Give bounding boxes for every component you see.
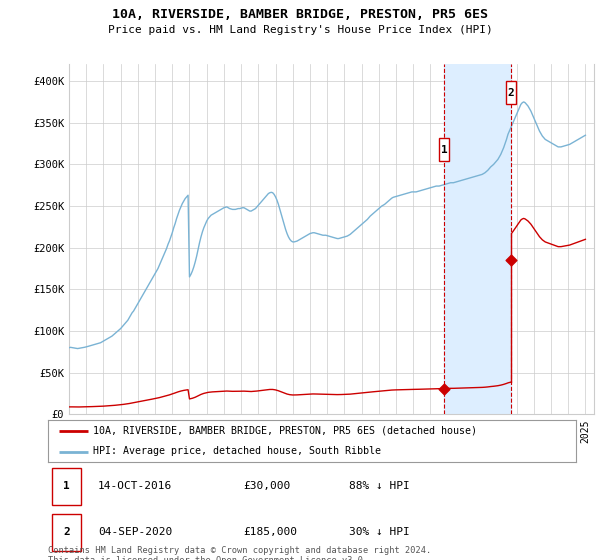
Text: 14-OCT-2016: 14-OCT-2016 (98, 481, 172, 491)
FancyBboxPatch shape (506, 81, 516, 104)
Text: 30% ↓ HPI: 30% ↓ HPI (349, 528, 410, 537)
Text: 1: 1 (440, 145, 448, 155)
FancyBboxPatch shape (52, 514, 81, 550)
Text: HPI: Average price, detached house, South Ribble: HPI: Average price, detached house, Sout… (93, 446, 381, 456)
Text: 10A, RIVERSIDE, BAMBER BRIDGE, PRESTON, PR5 6ES (detached house): 10A, RIVERSIDE, BAMBER BRIDGE, PRESTON, … (93, 426, 477, 436)
Point (439, 385, 449, 394)
Point (506, 256, 516, 265)
Text: £185,000: £185,000 (244, 528, 298, 537)
Text: 10A, RIVERSIDE, BAMBER BRIDGE, PRESTON, PR5 6ES: 10A, RIVERSIDE, BAMBER BRIDGE, PRESTON, … (112, 8, 488, 21)
Text: 88% ↓ HPI: 88% ↓ HPI (349, 481, 410, 491)
Text: 1: 1 (63, 481, 70, 491)
Text: £30,000: £30,000 (244, 481, 290, 491)
FancyBboxPatch shape (439, 138, 449, 161)
Bar (444, 64, 511, 414)
Text: 04-SEP-2020: 04-SEP-2020 (98, 528, 172, 537)
FancyBboxPatch shape (52, 468, 81, 505)
Text: 2: 2 (508, 88, 514, 98)
Text: Contains HM Land Registry data © Crown copyright and database right 2024.
This d: Contains HM Land Registry data © Crown c… (48, 546, 431, 560)
Text: 2: 2 (63, 528, 70, 537)
Text: Price paid vs. HM Land Registry's House Price Index (HPI): Price paid vs. HM Land Registry's House … (107, 25, 493, 35)
